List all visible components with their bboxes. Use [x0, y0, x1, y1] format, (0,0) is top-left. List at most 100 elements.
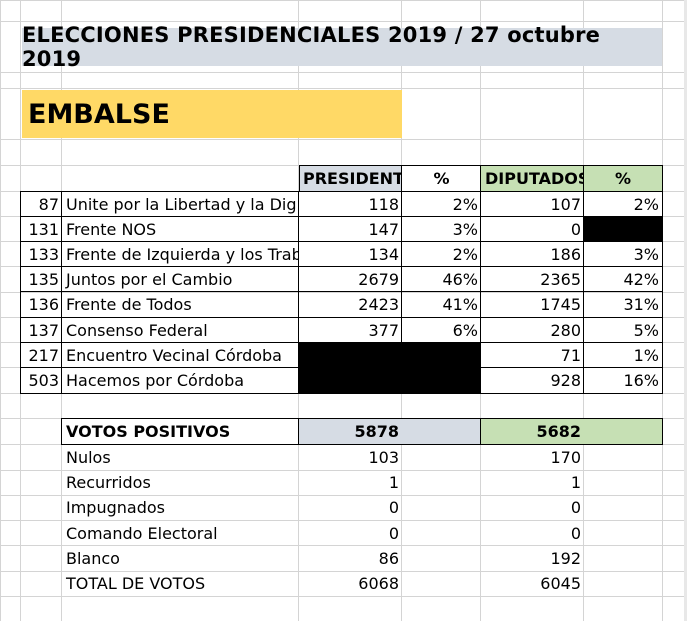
party-name[interactable]: Juntos por el Cambio: [66, 270, 233, 289]
column-divider: [401, 191, 402, 394]
diputados-votes[interactable]: 71: [560, 346, 581, 365]
positivos-presidente-blank[interactable]: [402, 419, 481, 444]
header-divider: [583, 165, 584, 192]
list-number[interactable]: 133: [28, 245, 59, 264]
party-name[interactable]: Unite por la Libertad y la Dig.: [66, 195, 299, 214]
list-number[interactable]: 131: [28, 220, 59, 239]
party-name[interactable]: Hacemos por Córdoba: [66, 371, 245, 390]
summary-diputados[interactable]: 170: [550, 448, 581, 467]
party-name[interactable]: Encuentro Vecinal Córdoba: [66, 346, 282, 365]
presidente-votes[interactable]: 377: [368, 321, 399, 340]
diputados-votes[interactable]: 0: [570, 220, 581, 239]
summary-label[interactable]: TOTAL DE VOTOS: [66, 574, 206, 593]
redacted-cell[interactable]: [584, 217, 663, 241]
summary-diputados[interactable]: 6045: [540, 574, 581, 593]
diputados-pct[interactable]: 5%: [633, 321, 659, 340]
list-number[interactable]: 137: [28, 321, 59, 340]
summary-label[interactable]: Comando Electoral: [66, 524, 218, 543]
list-number[interactable]: 135: [28, 270, 59, 289]
gridline-horizontal: [0, 545, 687, 546]
party-name[interactable]: Consenso Federal: [66, 321, 208, 340]
party-name[interactable]: Frente de Todos: [66, 295, 192, 314]
gridline-horizontal: [0, 88, 687, 89]
row-divider: [20, 266, 663, 267]
party-name[interactable]: Frente NOS: [66, 220, 157, 239]
presidente-votes[interactable]: 134: [368, 245, 399, 264]
positivos-label[interactable]: VOTOS POSITIVOS: [66, 422, 231, 441]
presidente-pct[interactable]: 2%: [452, 245, 478, 264]
positivos-diputados[interactable]: 5682: [481, 419, 584, 444]
diputados-pct[interactable]: 16%: [623, 371, 659, 390]
summary-diputados[interactable]: 0: [570, 524, 581, 543]
summary-label[interactable]: Blanco: [66, 549, 120, 568]
summary-presidente[interactable]: 0: [388, 498, 399, 517]
summary-presidente[interactable]: 1: [388, 473, 399, 492]
diputados-votes[interactable]: 1745: [540, 295, 581, 314]
row-divider: [20, 216, 663, 217]
summary-diputados[interactable]: 192: [550, 549, 581, 568]
diputados-votes[interactable]: 2365: [540, 270, 581, 289]
diputados-pct[interactable]: 1%: [633, 346, 659, 365]
presidente-pct[interactable]: 41%: [442, 295, 478, 314]
row-divider: [20, 241, 663, 242]
list-number[interactable]: 136: [28, 295, 59, 314]
diputados-pct[interactable]: 42%: [623, 270, 659, 289]
positivos-presidente[interactable]: 5878: [299, 419, 402, 444]
diputados-votes[interactable]: 280: [550, 321, 581, 340]
list-number[interactable]: 87: [38, 195, 59, 214]
list-number[interactable]: 503: [28, 371, 59, 390]
list-number[interactable]: 217: [28, 346, 59, 365]
gridline-horizontal: [0, 520, 687, 521]
gridline-horizontal: [0, 495, 687, 496]
diputados-pct[interactable]: 31%: [623, 295, 659, 314]
column-divider: [61, 191, 62, 394]
party-name[interactable]: Frente de Izquierda y los Trab.: [66, 245, 299, 264]
positivos-border: [61, 418, 663, 445]
gridline-horizontal: [0, 596, 687, 597]
summary-presidente[interactable]: 0: [388, 524, 399, 543]
diputados-pct[interactable]: 2%: [633, 195, 659, 214]
location-label[interactable]: EMBALSE: [22, 90, 402, 138]
presidente-votes[interactable]: 2423: [358, 295, 399, 314]
diputados-pct[interactable]: 3%: [633, 245, 659, 264]
diputados-votes[interactable]: 186: [550, 245, 581, 264]
summary-label[interactable]: Impugnados: [66, 498, 165, 517]
positivos-diputados-blank[interactable]: [584, 419, 662, 444]
sheet-title[interactable]: ELECCIONES PRESIDENCIALES 2019 / 27 octu…: [22, 23, 662, 71]
presidente-votes[interactable]: 118: [368, 195, 399, 214]
row-divider: [20, 317, 663, 318]
header-diputados[interactable]: DIPUTADOS: [481, 166, 584, 191]
summary-diputados[interactable]: 1: [570, 473, 581, 492]
gridline-horizontal: [0, 139, 687, 140]
presidente-pct[interactable]: 3%: [452, 220, 478, 239]
presidente-pct[interactable]: 46%: [442, 270, 478, 289]
positivos-divider: [298, 418, 299, 445]
gridline-horizontal: [0, 292, 687, 293]
summary-presidente[interactable]: 86: [378, 549, 399, 568]
summary-presidente[interactable]: 6068: [358, 574, 399, 593]
header-border: [299, 165, 663, 192]
row-divider: [20, 367, 663, 368]
presidente-votes[interactable]: 147: [368, 220, 399, 239]
gridline-horizontal: [0, 21, 687, 22]
presidente-votes[interactable]: 2679: [358, 270, 399, 289]
gridline-horizontal: [0, 470, 687, 471]
header-divider: [401, 165, 402, 192]
gridline-horizontal: [0, 72, 687, 73]
column-divider: [480, 191, 481, 394]
diputados-votes[interactable]: 928: [550, 371, 581, 390]
summary-label[interactable]: Nulos: [66, 448, 111, 467]
presidente-pct[interactable]: 6%: [452, 321, 478, 340]
positivos-divider: [480, 418, 481, 445]
summary-label[interactable]: Recurridos: [66, 473, 151, 492]
diputados-votes[interactable]: 107: [550, 195, 581, 214]
presidente-pct[interactable]: 2%: [452, 195, 478, 214]
gridline-horizontal: [0, 571, 687, 572]
header-presidente-pct[interactable]: %: [433, 169, 450, 188]
header-presidente[interactable]: PRESIDENTE: [299, 166, 402, 191]
summary-presidente[interactable]: 103: [368, 448, 399, 467]
header-diputados-pct[interactable]: %: [584, 166, 662, 191]
summary-diputados[interactable]: 0: [570, 498, 581, 517]
header-divider: [480, 165, 481, 192]
